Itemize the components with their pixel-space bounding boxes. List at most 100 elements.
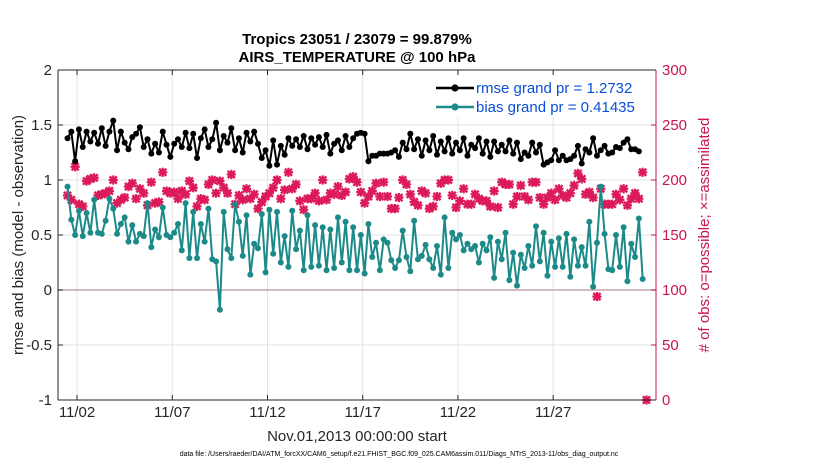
bias-point	[83, 210, 90, 216]
assimilated-marker	[550, 195, 560, 205]
bias-point	[68, 216, 75, 223]
bias-point	[296, 227, 303, 234]
bias-point	[121, 214, 128, 221]
assimilated-marker	[89, 173, 99, 183]
assimilated-marker	[588, 193, 598, 203]
assimilated-marker	[135, 184, 145, 194]
bias-point	[552, 263, 559, 270]
bias-point	[152, 226, 159, 233]
bias-point	[129, 222, 136, 229]
rmse-point	[571, 152, 578, 159]
rmse-point	[422, 137, 429, 144]
rmse-point	[491, 138, 498, 145]
rmse-point	[274, 161, 281, 168]
bias-point	[262, 269, 269, 276]
rmse-point	[285, 135, 292, 142]
assimilated-marker	[333, 182, 343, 192]
rmse-point	[144, 136, 151, 143]
assimilated-marker	[443, 175, 454, 185]
assimilated-marker	[607, 199, 617, 209]
bias-point	[251, 240, 258, 247]
bias-point	[334, 214, 341, 221]
assimilated-marker	[295, 196, 305, 206]
assimilated-marker	[508, 199, 518, 209]
rmse-point	[163, 141, 170, 148]
bias-point	[133, 238, 140, 245]
assimilated-marker	[340, 187, 351, 197]
rmse-point	[216, 147, 223, 154]
bias-point	[373, 239, 380, 246]
assimilated-marker	[546, 188, 556, 198]
rmse-point	[68, 128, 75, 135]
bias-point	[315, 262, 322, 269]
rmse-point	[430, 133, 437, 139]
y-right-tick-label: 300	[662, 62, 687, 79]
chart-title-line-2: AIRS_TEMPERATURE @ 100 hPa	[239, 49, 477, 66]
assimilated-marker	[200, 195, 210, 205]
bias-point	[510, 249, 517, 256]
rmse-point	[513, 139, 520, 146]
bias-point	[171, 229, 178, 236]
rmse-point	[525, 152, 532, 159]
bias-point	[544, 272, 551, 279]
bias-point	[224, 246, 231, 253]
bias-point	[247, 271, 254, 278]
assimilated-marker	[622, 200, 633, 210]
rmse-point	[460, 135, 467, 142]
rmse-point	[243, 129, 250, 136]
bias-point	[300, 267, 307, 274]
rmse-point	[83, 128, 90, 135]
bias-point	[563, 230, 570, 237]
bias-point	[350, 224, 357, 231]
x-tick-label: 11/12	[249, 404, 285, 421]
bias-point	[571, 236, 578, 243]
bias-point	[281, 233, 288, 240]
assimilated-marker	[565, 188, 575, 198]
rmse-point	[533, 149, 540, 156]
rmse-point	[426, 147, 433, 154]
bias-point	[140, 233, 147, 240]
assimilated-marker	[447, 190, 457, 200]
rmse-point	[167, 153, 174, 160]
rmse-point	[94, 140, 101, 147]
rmse-point	[418, 152, 425, 159]
bias-point	[293, 246, 300, 253]
rmse-point	[403, 146, 410, 153]
y-right-tick-label: 250	[662, 117, 687, 134]
rmse-point	[247, 138, 254, 145]
bias-point	[411, 217, 418, 224]
bias-point	[167, 234, 174, 241]
rmse-point	[323, 131, 330, 138]
bias-point	[628, 240, 635, 247]
y-right-tick-label: 200	[662, 172, 687, 189]
bias-point	[64, 183, 71, 190]
chart-title-line-1: Tropics 23051 / 23079 = 99.879%	[242, 31, 472, 48]
rmse-point	[201, 126, 208, 133]
assimilated-marker	[390, 204, 400, 214]
bias-point	[186, 255, 193, 262]
assimilated-marker	[531, 177, 541, 187]
assimilated-marker	[329, 189, 339, 199]
rmse-point	[224, 139, 231, 146]
rmse-point	[361, 130, 368, 137]
bias-point	[620, 224, 627, 231]
bias-point	[609, 267, 616, 274]
bias-point	[639, 276, 646, 282]
assimilated-marker	[253, 204, 263, 214]
assimilated-marker	[276, 194, 286, 204]
rmse-point	[178, 144, 185, 150]
rmse-point	[289, 142, 296, 149]
rmse-point	[536, 141, 543, 148]
y-tick-label: 1	[44, 172, 52, 189]
assimilated-marker	[127, 178, 137, 188]
bias-point	[632, 254, 639, 260]
rmse-point	[433, 151, 440, 158]
rmse-point	[239, 149, 246, 156]
bias-point	[354, 267, 360, 274]
bias-point	[449, 229, 456, 236]
bias-point	[155, 234, 162, 241]
rmse-point	[251, 128, 258, 135]
bias-point	[190, 208, 197, 215]
rmse-point	[392, 147, 399, 154]
rmse-point	[411, 146, 418, 153]
